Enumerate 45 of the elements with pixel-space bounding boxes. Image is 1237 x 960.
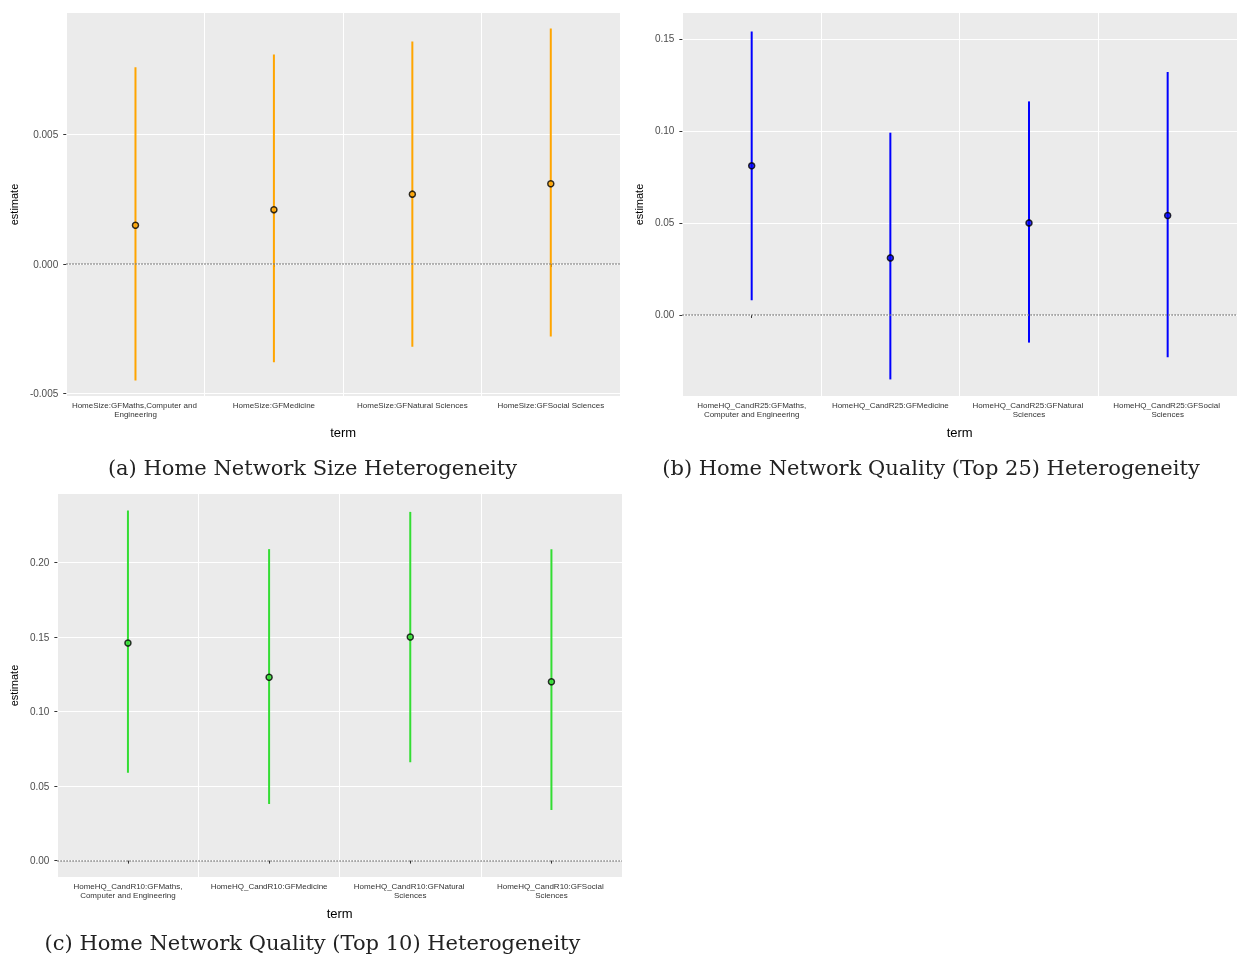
y-axis-title: estimate: [7, 183, 20, 226]
x-tick-label: HomeHQ_CandR25:GFSocial Sciences: [1113, 401, 1223, 419]
point: [547, 678, 556, 686]
y-tick-label: 0.15: [29, 631, 50, 643]
y-tick-label: 0.10: [654, 125, 675, 137]
point: [265, 673, 273, 682]
point: [547, 180, 555, 188]
y-tick-label: -0.005: [29, 387, 59, 399]
point: [408, 190, 417, 198]
y-tick-label: 0.005: [33, 129, 59, 141]
y-tick-label: 0.000: [33, 258, 59, 270]
text: (b) Home Network Quality (Top 25) Heterogeneity: [662, 455, 1200, 480]
y-tick-label: 0.15: [654, 33, 675, 45]
point: [1025, 219, 1033, 227]
y-axis-title: estimate: [632, 183, 645, 226]
x-tick-label: HomeSize:GFNatural Sciences: [356, 401, 468, 410]
y-tick-label: 0.05: [654, 217, 675, 229]
x-axis-title: term: [946, 425, 973, 440]
x-axis-title: term: [330, 425, 357, 440]
y-axis-title: estimate: [7, 664, 20, 707]
x-tick-label: HomeSize:GFMedicine: [232, 401, 316, 410]
text: (c) Home Network Quality (Top 10) Heterogeneity: [44, 930, 581, 955]
x-tick-label: HomeSize:GFMaths,Computer and Engineering: [71, 401, 200, 419]
y-tick-label: 0.05: [29, 780, 50, 792]
x-tick-label: HomeHQ_CandR10:GFMaths,Computer and Engineering: [73, 882, 183, 900]
point: [124, 639, 132, 647]
point: [270, 205, 278, 214]
x-tick-label: HomeHQ_CandR25:GFMedicine: [831, 401, 950, 410]
x-tick-label: HomeHQ_CandR25:GFMaths,Computer and Engineering: [697, 401, 807, 419]
point: [1163, 211, 1172, 220]
y-tick-label: 0.20: [29, 557, 50, 569]
x-axis-title: term: [326, 906, 353, 921]
text: (a) Home Network Size Heterogeneity: [107, 455, 518, 480]
x-tick-label: HomeHQ_CandR25:GFNatural Sciences: [972, 401, 1086, 419]
point: [747, 162, 756, 170]
point: [406, 633, 415, 641]
y-tick-label: 0.00: [654, 309, 675, 321]
point: [131, 221, 140, 229]
point: [886, 254, 895, 262]
x-tick-label: HomeHQ_CandR10:GFMedicine: [210, 882, 329, 891]
x-tick-label: HomeHQ_CandR10:GFSocial Sciences: [496, 882, 606, 900]
y-tick-label: 0.10: [29, 706, 50, 718]
y-tick-label: 0.00: [29, 855, 50, 867]
x-tick-label: HomeHQ_CandR10:GFNatural Sciences: [353, 882, 467, 900]
x-tick-label: HomeSize:GFSocial Sciences: [497, 401, 605, 410]
